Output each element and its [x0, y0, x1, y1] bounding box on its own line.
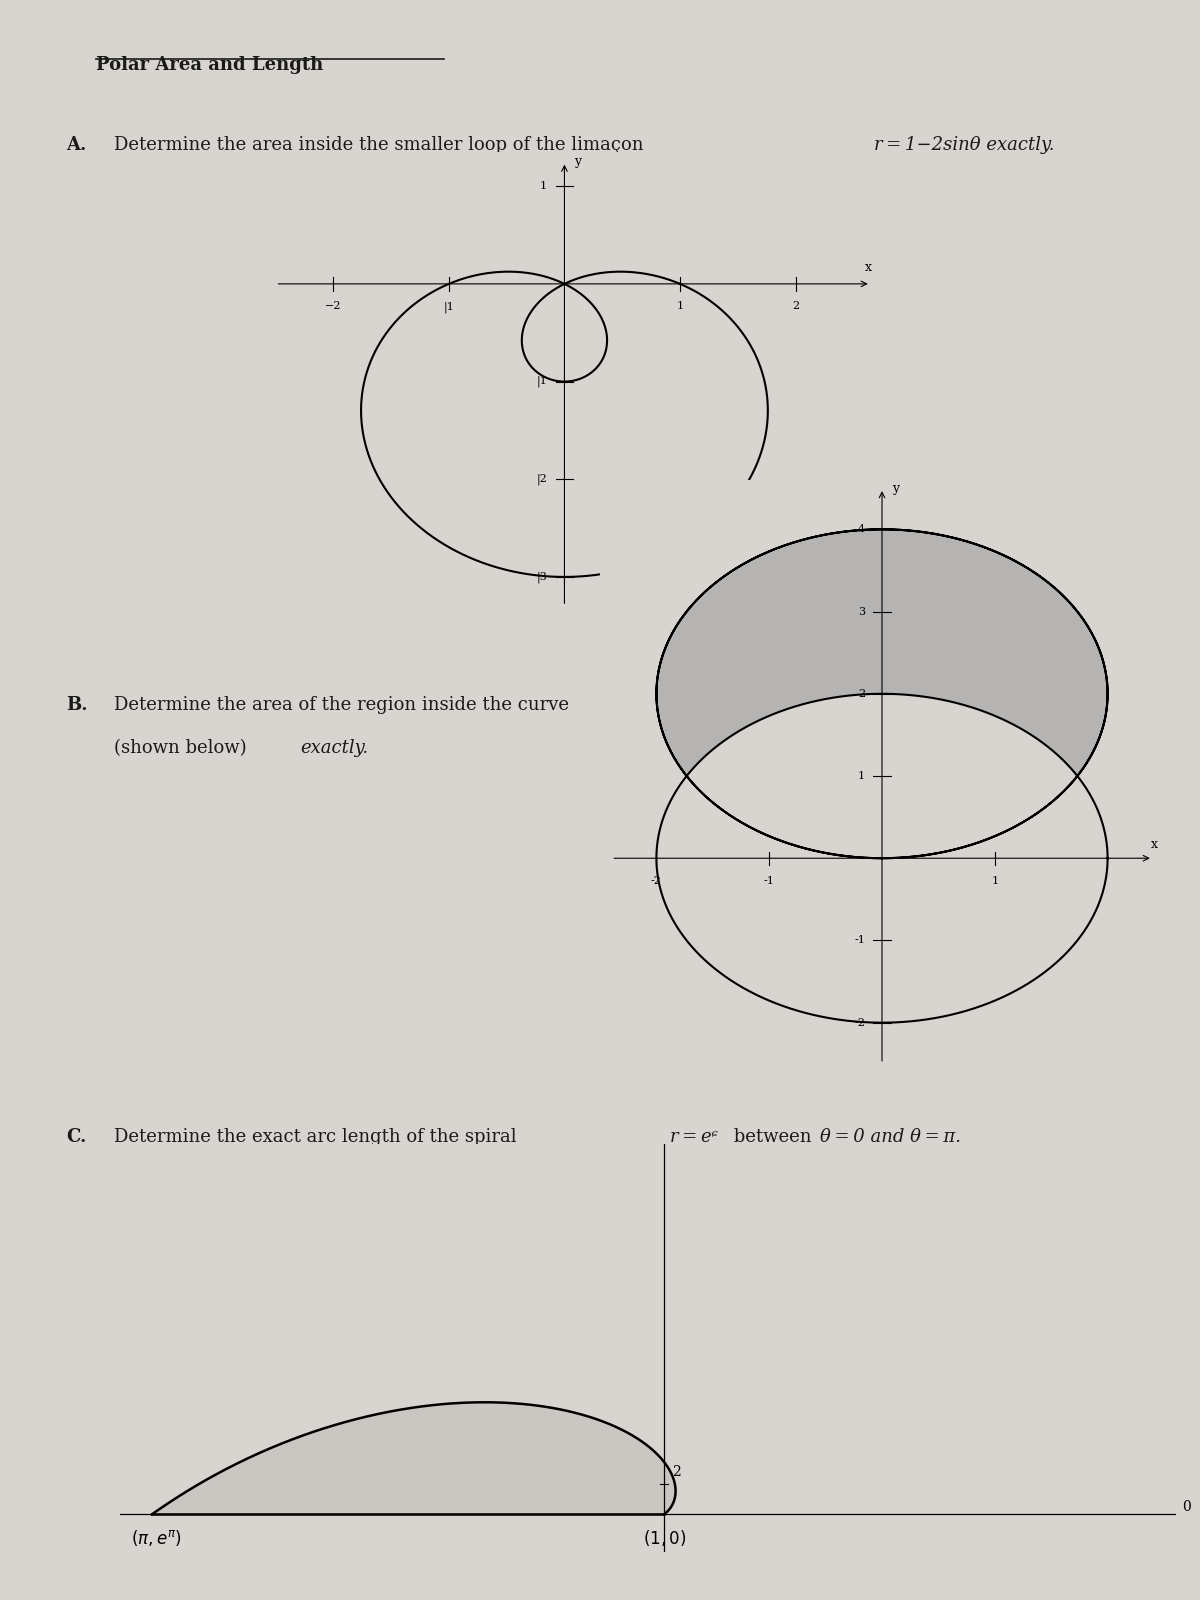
Text: x: x: [1151, 838, 1158, 851]
Text: r = eᶝ: r = eᶝ: [670, 1128, 718, 1146]
Text: $(\pi, e^\pi)$: $(\pi, e^\pi)$: [131, 1528, 181, 1549]
Text: between: between: [728, 1128, 817, 1146]
Text: -1: -1: [763, 877, 775, 886]
Text: -2: -2: [650, 877, 662, 886]
Text: B.: B.: [66, 696, 88, 714]
Text: 2: 2: [672, 1466, 682, 1480]
Text: |1: |1: [536, 376, 547, 387]
Text: 1: 1: [991, 877, 998, 886]
Text: Determine the area of the region inside the curve: Determine the area of the region inside …: [114, 696, 575, 714]
Text: r = 4sinθ: r = 4sinθ: [798, 696, 878, 714]
Text: -1: -1: [854, 936, 865, 946]
Text: |2: |2: [536, 474, 547, 485]
Text: Determine the exact arc length of the spiral: Determine the exact arc length of the sp…: [114, 1128, 522, 1146]
Text: -2: -2: [854, 1018, 865, 1027]
Text: −2: −2: [325, 301, 342, 312]
Text: 1: 1: [540, 181, 547, 190]
Polygon shape: [152, 1402, 676, 1515]
Text: 2: 2: [858, 688, 865, 699]
Text: C.: C.: [66, 1128, 86, 1146]
Text: Determine the area inside the smaller loop of the limaçon: Determine the area inside the smaller lo…: [114, 136, 649, 154]
Text: 2: 2: [792, 301, 799, 312]
Text: |1: |1: [444, 301, 455, 314]
Text: y: y: [574, 155, 581, 168]
Text: |3: |3: [536, 571, 547, 582]
Text: A.: A.: [66, 136, 86, 154]
Polygon shape: [656, 530, 1108, 776]
Text: (shown below): (shown below): [114, 739, 252, 757]
Text: $(1, 0)$: $(1, 0)$: [643, 1528, 686, 1549]
Text: Polar Area and Length: Polar Area and Length: [96, 56, 323, 74]
Text: exactly.: exactly.: [300, 739, 368, 757]
Text: 1: 1: [858, 771, 865, 781]
Text: x: x: [865, 261, 872, 274]
Text: and outside the curve: and outside the curve: [888, 696, 1098, 714]
Text: y: y: [892, 482, 899, 496]
Text: 0: 0: [1182, 1499, 1192, 1514]
Text: 3: 3: [858, 606, 865, 616]
Text: 4: 4: [858, 525, 865, 534]
Text: θ = 0 and θ = π.: θ = 0 and θ = π.: [820, 1128, 961, 1146]
Text: r = 2: r = 2: [1116, 696, 1158, 714]
Text: 1: 1: [677, 301, 684, 312]
Text: r = 1−2sinθ exactly.: r = 1−2sinθ exactly.: [874, 136, 1054, 154]
